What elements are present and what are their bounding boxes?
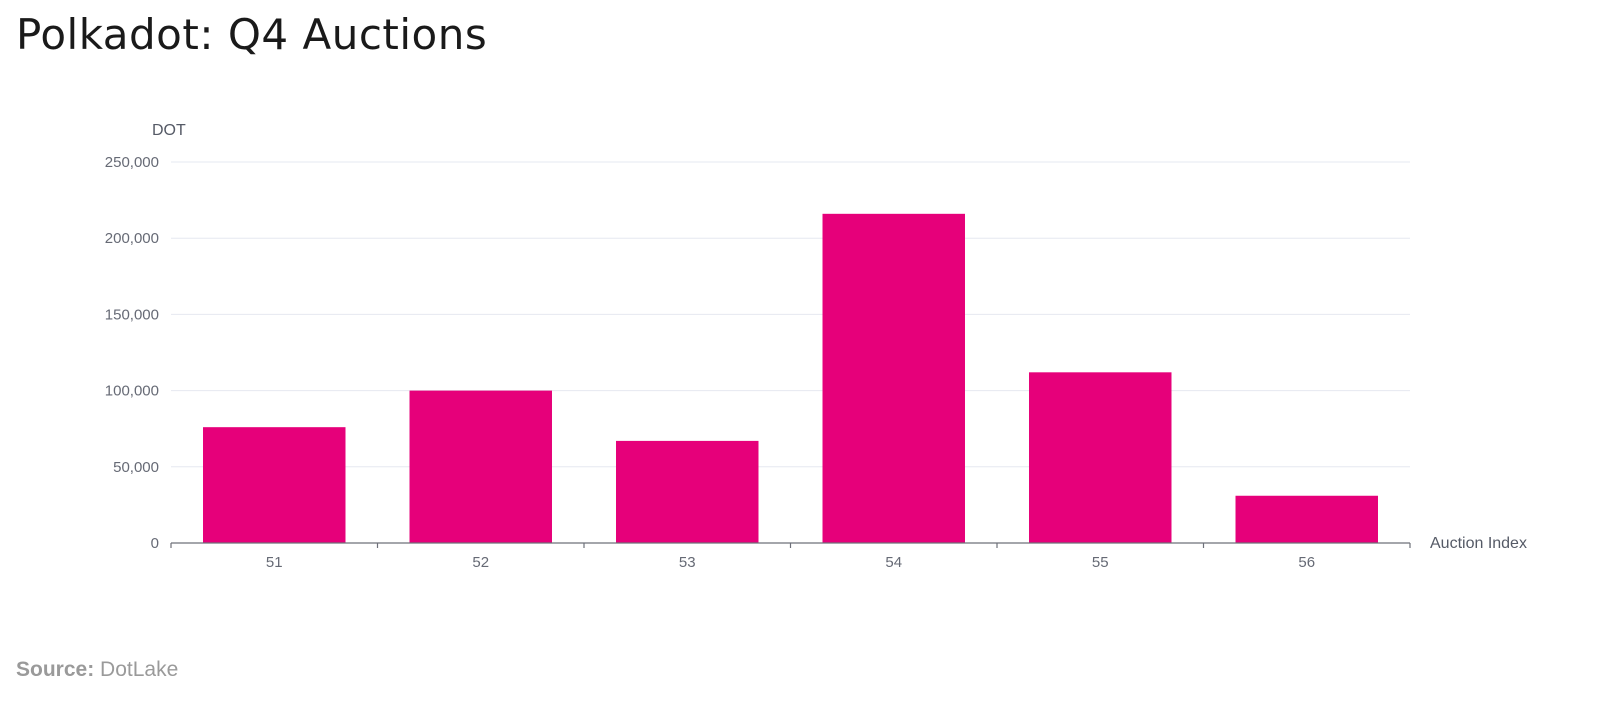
bar-56 — [1235, 495, 1378, 543]
bar-54 — [822, 213, 965, 544]
bar-51 — [203, 427, 346, 543]
source-value: DotLake — [100, 658, 179, 681]
y-tick-label: 200,000 — [105, 230, 159, 247]
chart-title: Polkadot: Q4 Auctions — [16, 10, 488, 59]
x-tick-label: 51 — [266, 554, 283, 571]
y-tick-label: 50,000 — [113, 459, 159, 476]
y-tick-label: 250,000 — [105, 154, 159, 171]
source-label: Source: — [16, 658, 95, 681]
source-note: Source: DotLake — [16, 658, 178, 682]
bars — [203, 213, 1378, 544]
x-tick-labels: 51 52 53 54 55 56 — [266, 554, 1315, 571]
bar-55 — [1029, 372, 1172, 543]
y-tick-label: 100,000 — [105, 383, 159, 400]
bar-52 — [409, 390, 552, 543]
y-tick-label: 0 — [151, 535, 159, 552]
grid-lines — [171, 161, 1410, 468]
bar-53 — [616, 440, 759, 543]
x-tick-label: 54 — [885, 554, 902, 571]
x-axis — [170, 542, 1411, 548]
y-tick-labels: 0 50,000 100,000 150,000 200,000 250,000 — [105, 154, 159, 552]
y-axis-title: DOT — [152, 122, 186, 139]
x-axis-title: Auction Index — [1430, 535, 1527, 552]
y-tick-label: 150,000 — [105, 306, 159, 323]
x-tick-label: 52 — [472, 554, 489, 571]
x-tick-label: 56 — [1298, 554, 1315, 571]
x-tick-label: 55 — [1092, 554, 1109, 571]
x-tick-label: 53 — [679, 554, 696, 571]
